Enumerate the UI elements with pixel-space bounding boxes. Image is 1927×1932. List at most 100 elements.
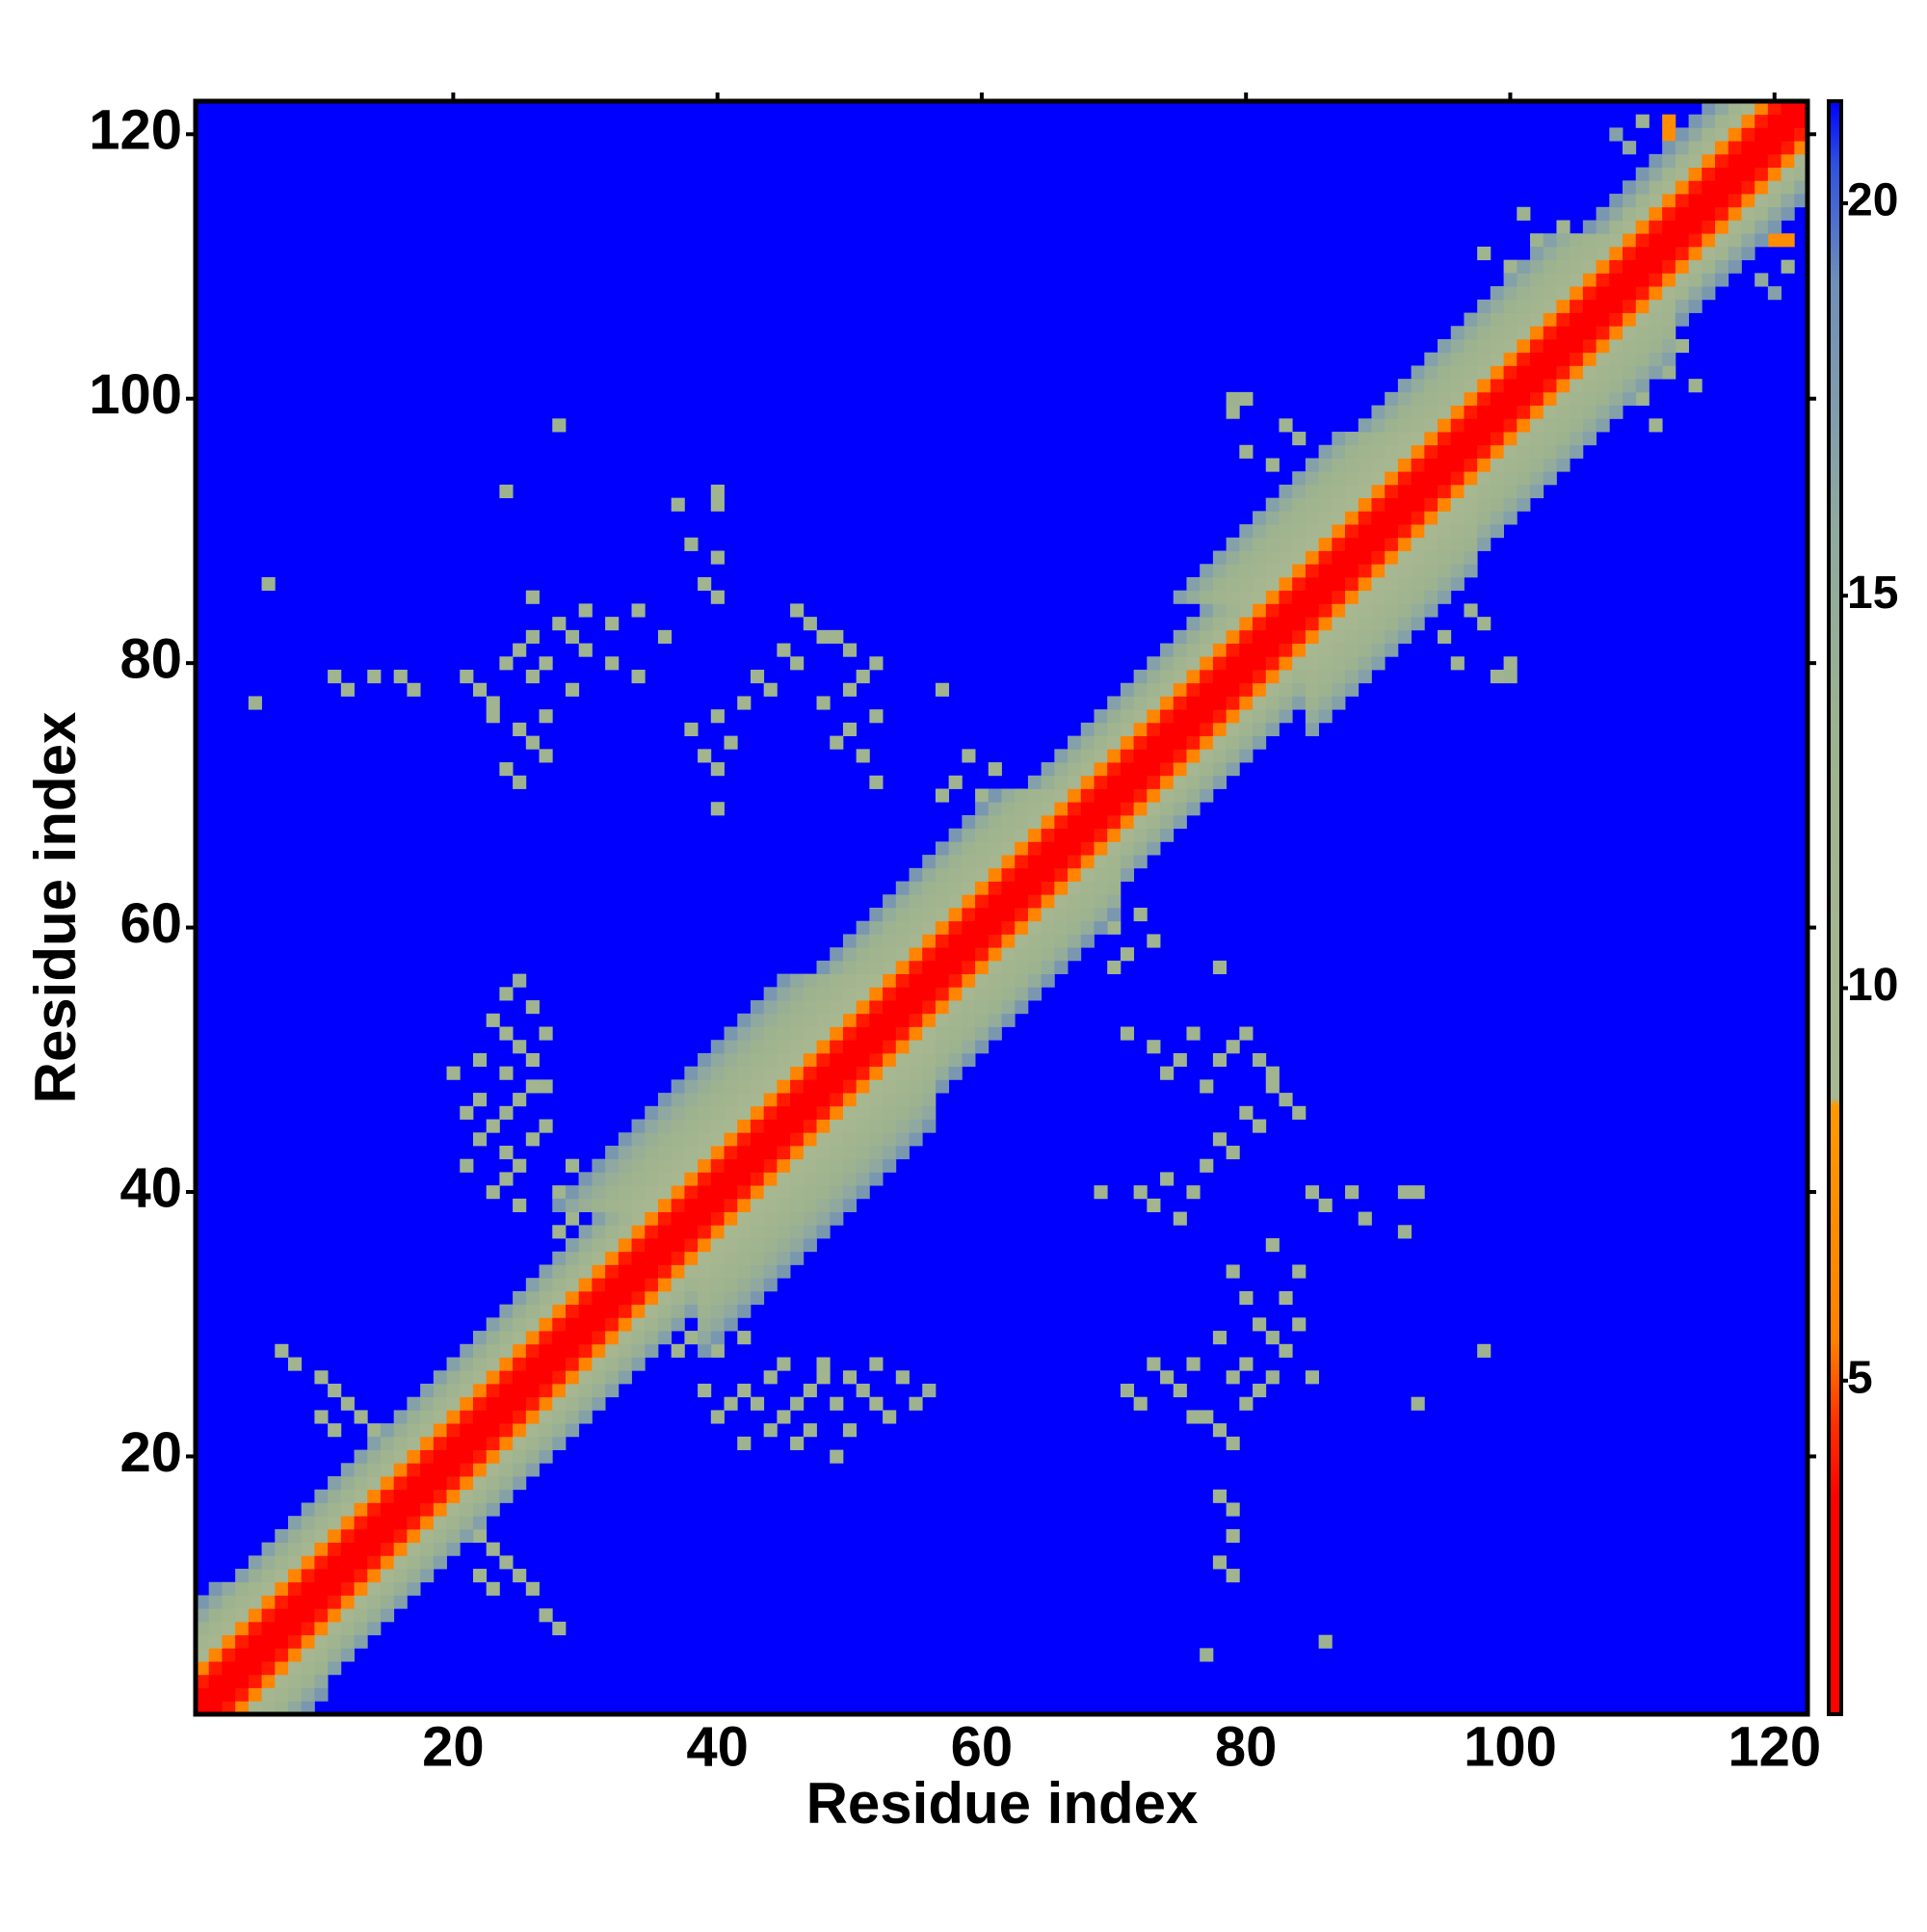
cell xyxy=(1200,617,1214,631)
cell xyxy=(1503,391,1518,406)
cell xyxy=(287,1595,303,1609)
cell xyxy=(671,1278,685,1292)
cell xyxy=(552,1396,567,1411)
cell xyxy=(948,1052,963,1068)
cell xyxy=(407,1396,421,1411)
cell xyxy=(895,1040,910,1054)
cell xyxy=(922,894,937,909)
cell xyxy=(1517,299,1531,313)
cell xyxy=(578,1264,593,1279)
cell xyxy=(1265,643,1280,657)
cell xyxy=(1397,564,1412,578)
cell xyxy=(433,1436,447,1450)
cell xyxy=(1702,259,1716,274)
cell xyxy=(499,1304,514,1318)
cell xyxy=(909,1026,923,1041)
cell xyxy=(1530,379,1544,393)
cell xyxy=(657,1290,673,1306)
cell xyxy=(1609,286,1623,301)
cell xyxy=(962,934,976,948)
cell xyxy=(1530,273,1544,287)
cell xyxy=(975,802,990,816)
cell xyxy=(1755,167,1769,181)
cell xyxy=(724,1290,738,1306)
cell xyxy=(605,1370,620,1385)
cell xyxy=(499,1105,514,1120)
cell xyxy=(816,1066,831,1080)
cell xyxy=(1490,471,1504,486)
cell xyxy=(1741,101,1755,116)
cell xyxy=(618,1251,632,1265)
cell xyxy=(988,828,1002,842)
cell xyxy=(724,1225,738,1239)
cell xyxy=(856,1013,870,1027)
cell xyxy=(671,1251,685,1265)
cell xyxy=(710,1040,725,1054)
cell xyxy=(1490,338,1504,354)
cell xyxy=(340,1489,355,1503)
cell xyxy=(1517,471,1531,486)
cell xyxy=(460,1476,474,1491)
cell xyxy=(367,1569,382,1583)
cell xyxy=(750,1211,765,1226)
cell xyxy=(261,576,276,592)
cell xyxy=(1080,867,1095,882)
cell xyxy=(1450,365,1465,380)
cell xyxy=(618,1158,632,1173)
cell xyxy=(1411,603,1425,618)
cell xyxy=(645,1264,659,1279)
cell xyxy=(605,1251,620,1265)
cell xyxy=(248,696,262,710)
cell xyxy=(1173,696,1187,710)
cell xyxy=(618,1370,632,1385)
cell xyxy=(196,1608,210,1623)
cell xyxy=(724,1172,738,1186)
cell xyxy=(513,1436,527,1450)
cell xyxy=(975,920,990,935)
cell xyxy=(1226,1502,1240,1517)
cell xyxy=(1054,749,1069,763)
cell xyxy=(1160,682,1175,697)
cell xyxy=(671,1132,685,1147)
cell xyxy=(1054,828,1069,842)
cell xyxy=(1305,643,1320,657)
cell xyxy=(645,1105,659,1120)
cell xyxy=(499,1449,514,1464)
cell xyxy=(592,1396,606,1411)
cell xyxy=(1305,696,1320,710)
cell xyxy=(1133,709,1148,724)
cell xyxy=(1609,352,1623,366)
cell xyxy=(1596,312,1610,327)
cell xyxy=(539,1278,553,1292)
cell xyxy=(354,1516,368,1530)
cell xyxy=(605,617,620,631)
cell xyxy=(1397,524,1412,539)
cell xyxy=(1332,617,1346,631)
cell xyxy=(1041,894,1055,909)
cell xyxy=(1253,564,1267,578)
cell xyxy=(393,670,408,684)
cell xyxy=(393,1569,408,1583)
cell xyxy=(1305,550,1320,565)
cell xyxy=(1385,484,1399,499)
cell xyxy=(1212,960,1227,975)
y-tick-label: 80 xyxy=(119,627,182,690)
cell xyxy=(1411,564,1425,578)
cell xyxy=(1543,444,1557,459)
cell xyxy=(1292,656,1307,671)
cell xyxy=(592,1225,606,1239)
cell xyxy=(1503,656,1518,671)
cell xyxy=(367,1555,382,1570)
cell xyxy=(830,1119,844,1133)
cell xyxy=(1371,458,1386,472)
cell xyxy=(698,1278,712,1292)
cell xyxy=(1120,947,1135,962)
cell xyxy=(1715,273,1729,287)
cell xyxy=(1530,458,1544,472)
cell xyxy=(605,1145,620,1160)
cell xyxy=(1715,167,1729,181)
cell xyxy=(1212,550,1227,565)
cell xyxy=(962,1000,976,1015)
cell xyxy=(1068,802,1082,816)
cell xyxy=(657,1211,673,1226)
